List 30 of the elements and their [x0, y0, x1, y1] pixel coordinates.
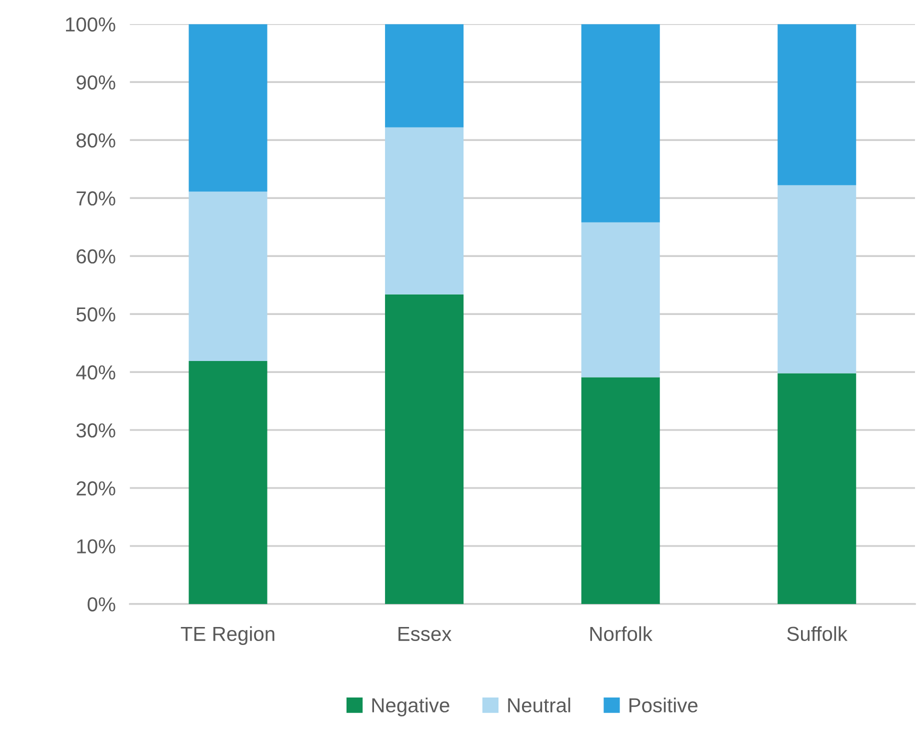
- y-tick-label: 60%: [76, 249, 116, 264]
- bar: [778, 24, 856, 186]
- y-tick-label: 80%: [76, 133, 116, 148]
- bar: [581, 377, 660, 604]
- bar: [188, 361, 268, 604]
- y-tick-label: 40%: [76, 365, 116, 380]
- x-tick-label: Suffolk: [787, 626, 848, 642]
- bar: [778, 373, 856, 604]
- bar: [581, 222, 660, 378]
- y-tick-label: 20%: [76, 481, 116, 496]
- y-tick-label: 10%: [77, 539, 116, 554]
- x-tick-label: Essex: [398, 626, 452, 642]
- y-tick-label: 70%: [76, 191, 116, 206]
- y-tick-label: 100%: [66, 17, 116, 32]
- x-tick-label: Norfolk: [590, 626, 653, 642]
- y-tick-label: 30%: [76, 423, 116, 438]
- bar: [385, 127, 464, 294]
- bar: [385, 294, 464, 604]
- y-tick-label: 0%: [88, 597, 116, 612]
- x-tick-label: TE Region: [180, 626, 274, 645]
- bar: [778, 185, 856, 374]
- legend-label: Negative: [372, 698, 450, 716]
- bar: [188, 192, 268, 362]
- y-tick-label: 50%: [76, 307, 116, 322]
- bar: [188, 24, 268, 192]
- legend-label: Positive: [630, 698, 698, 712]
- y-tick-label: 90%: [76, 75, 116, 90]
- legend-label: Neutral: [508, 698, 570, 712]
- bar: [385, 24, 464, 128]
- bar: [581, 24, 660, 222]
